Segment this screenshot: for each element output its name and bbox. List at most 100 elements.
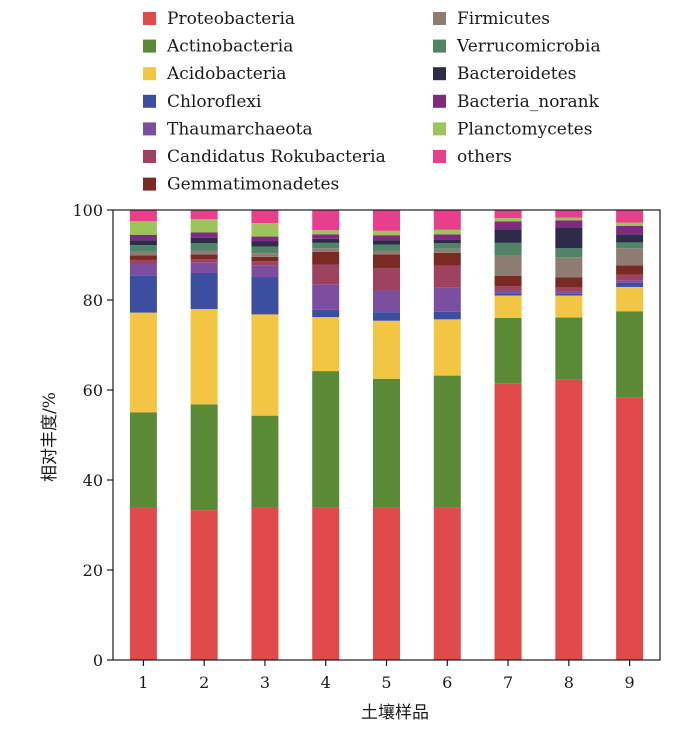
bar-segment-actinobacteria-sample-6 bbox=[433, 375, 461, 508]
x-tick-label: 8 bbox=[564, 673, 574, 692]
bar-segment-acidobacteria-sample-4 bbox=[312, 317, 340, 372]
bar-segment-verrucomicrobia-sample-4 bbox=[312, 242, 340, 249]
legend-label: Acidobacteria bbox=[166, 64, 286, 84]
bar-segment-chloroflexi-sample-6 bbox=[433, 311, 461, 320]
legend-swatch bbox=[143, 12, 156, 25]
bar-segment-bacteria-norank-sample-2 bbox=[190, 232, 218, 238]
bar-segment-verrucomicrobia-sample-1 bbox=[129, 245, 157, 252]
x-tick-label: 6 bbox=[442, 673, 452, 692]
bar-segment-proteobacteria-sample-5 bbox=[373, 507, 400, 660]
legend-item-candidatus-rokubacteria: Candidatus Rokubacteria bbox=[143, 147, 386, 167]
bar-segment-firmicutes-sample-1 bbox=[129, 251, 157, 256]
legend-swatch bbox=[143, 150, 156, 163]
bar-segment-verrucomicrobia-sample-6 bbox=[433, 243, 461, 249]
bar-segment-planctomycetes-sample-9 bbox=[616, 222, 644, 226]
bar-segment-proteobacteria-sample-7 bbox=[494, 383, 522, 660]
legend-swatch bbox=[143, 122, 156, 136]
bar-segment-firmicutes-sample-4 bbox=[312, 248, 340, 252]
legend-label: Planctomycetes bbox=[457, 119, 592, 139]
bar-segment-actinobacteria-sample-1 bbox=[129, 412, 157, 507]
bar-segment-gemmatimonadetes-sample-9 bbox=[616, 265, 644, 275]
legend-swatch bbox=[143, 39, 156, 53]
bar-segment-bacteroidetes-sample-4 bbox=[312, 238, 340, 243]
bar-segment-planctomycetes-sample-5 bbox=[373, 230, 400, 236]
legend-label: Thaumarchaeota bbox=[167, 119, 313, 139]
bar-stack-group bbox=[129, 210, 644, 660]
bar-segment-chloroflexi-sample-7 bbox=[494, 293, 522, 296]
x-tick-label: 4 bbox=[321, 673, 331, 692]
bar-segment-bacteroidetes-sample-3 bbox=[251, 241, 279, 247]
bar-segment-gemmatimonadetes-sample-2 bbox=[190, 254, 218, 260]
bar-segment-actinobacteria-sample-3 bbox=[251, 415, 279, 508]
legend-label: Verrucomicrobia bbox=[456, 37, 601, 57]
bar-segment-verrucomicrobia-sample-8 bbox=[555, 248, 583, 258]
bar-segment-proteobacteria-sample-6 bbox=[433, 507, 461, 660]
bar-segment-gemmatimonadetes-sample-4 bbox=[312, 251, 340, 265]
bar-segment-chloroflexi-sample-5 bbox=[373, 312, 400, 321]
bar-segment-gemmatimonadetes-sample-7 bbox=[494, 275, 522, 287]
bar-segment-actinobacteria-sample-2 bbox=[190, 404, 218, 511]
bar-segment-proteobacteria-sample-4 bbox=[312, 507, 340, 660]
legend-label: Candidatus Rokubacteria bbox=[167, 147, 386, 167]
bar-segment-proteobacteria-sample-3 bbox=[251, 507, 279, 660]
bar-segment-acidobacteria-sample-9 bbox=[616, 286, 644, 312]
bar-segment-others-sample-1 bbox=[129, 210, 157, 222]
x-tick-label: 7 bbox=[503, 673, 513, 692]
legend-item-gemmatimonadetes: Gemmatimonadetes bbox=[143, 175, 339, 195]
legend-swatch bbox=[433, 150, 446, 163]
bar-segment-thaumarchaeota-sample-8 bbox=[555, 291, 583, 294]
bar-segment-chloroflexi-sample-1 bbox=[129, 275, 157, 313]
bar-segment-planctomycetes-sample-4 bbox=[312, 230, 340, 235]
bar-segment-verrucomicrobia-sample-3 bbox=[251, 246, 279, 254]
legend-label: Actinobacteria bbox=[166, 37, 293, 57]
legend-item-thaumarchaeota: Thaumarchaeota bbox=[143, 119, 313, 139]
bar-segment-planctomycetes-sample-2 bbox=[190, 219, 218, 233]
legend-item-bacteroidetes: Bacteroidetes bbox=[433, 64, 576, 84]
bar-segment-candidatus-rokubacteria-sample-3 bbox=[251, 261, 279, 266]
legend-swatch bbox=[143, 177, 156, 191]
legend-label: Gemmatimonadetes bbox=[167, 175, 339, 195]
bar-segment-firmicutes-sample-7 bbox=[494, 255, 522, 276]
legend-item-proteobacteria: Proteobacteria bbox=[143, 9, 295, 29]
y-tick-label: 60 bbox=[83, 381, 103, 400]
bar-segment-bacteria-norank-sample-5 bbox=[373, 235, 400, 241]
legend-item-others: others bbox=[433, 147, 512, 167]
x-tick-label: 3 bbox=[260, 673, 270, 692]
bar-segment-firmicutes-sample-6 bbox=[433, 248, 461, 253]
legend-label: others bbox=[457, 147, 512, 167]
legend-swatch bbox=[433, 122, 446, 136]
bar-segment-others-sample-5 bbox=[373, 210, 400, 231]
bar-segment-thaumarchaeota-sample-6 bbox=[433, 287, 461, 312]
legend-label: Bacteroidetes bbox=[457, 64, 576, 84]
bar-segment-firmicutes-sample-5 bbox=[373, 250, 400, 255]
bar-segment-candidatus-rokubacteria-sample-5 bbox=[373, 268, 400, 291]
bar-segment-acidobacteria-sample-6 bbox=[433, 319, 461, 376]
x-axis-label: 土壤样品 bbox=[361, 702, 429, 723]
bar-segment-bacteroidetes-sample-8 bbox=[555, 228, 583, 249]
bar-segment-thaumarchaeota-sample-1 bbox=[129, 264, 157, 276]
bar-segment-actinobacteria-sample-8 bbox=[555, 317, 583, 380]
bar-segment-bacteria-norank-sample-7 bbox=[494, 221, 522, 230]
bar-segment-firmicutes-sample-2 bbox=[190, 250, 218, 255]
y-tick-label: 20 bbox=[83, 561, 103, 580]
bar-segment-chloroflexi-sample-4 bbox=[312, 309, 340, 318]
y-tick-label: 80 bbox=[83, 291, 103, 310]
bar-segment-candidatus-rokubacteria-sample-1 bbox=[129, 259, 157, 264]
x-tick-label: 1 bbox=[138, 673, 148, 692]
bar-segment-acidobacteria-sample-8 bbox=[555, 295, 583, 318]
bar-segment-candidatus-rokubacteria-sample-2 bbox=[190, 259, 218, 263]
legend-label: Firmicutes bbox=[457, 9, 550, 29]
bar-segment-acidobacteria-sample-5 bbox=[373, 320, 400, 379]
bar-segment-chloroflexi-sample-3 bbox=[251, 277, 279, 315]
bar-segment-gemmatimonadetes-sample-6 bbox=[433, 252, 461, 266]
bar-segment-bacteroidetes-sample-6 bbox=[433, 239, 461, 244]
bar-segment-candidatus-rokubacteria-sample-4 bbox=[312, 264, 340, 285]
bar-segment-candidatus-rokubacteria-sample-8 bbox=[555, 287, 583, 292]
bar-segment-bacteroidetes-sample-5 bbox=[373, 240, 400, 245]
y-axis-ticks: 0 20 40 60 80 100 bbox=[72, 201, 113, 670]
bar-segment-gemmatimonadetes-sample-8 bbox=[555, 277, 583, 288]
bar-segment-chloroflexi-sample-2 bbox=[190, 273, 218, 309]
bar-segment-thaumarchaeota-sample-5 bbox=[373, 290, 400, 313]
y-tick-label: 0 bbox=[93, 651, 103, 670]
bar-segment-acidobacteria-sample-2 bbox=[190, 309, 218, 405]
